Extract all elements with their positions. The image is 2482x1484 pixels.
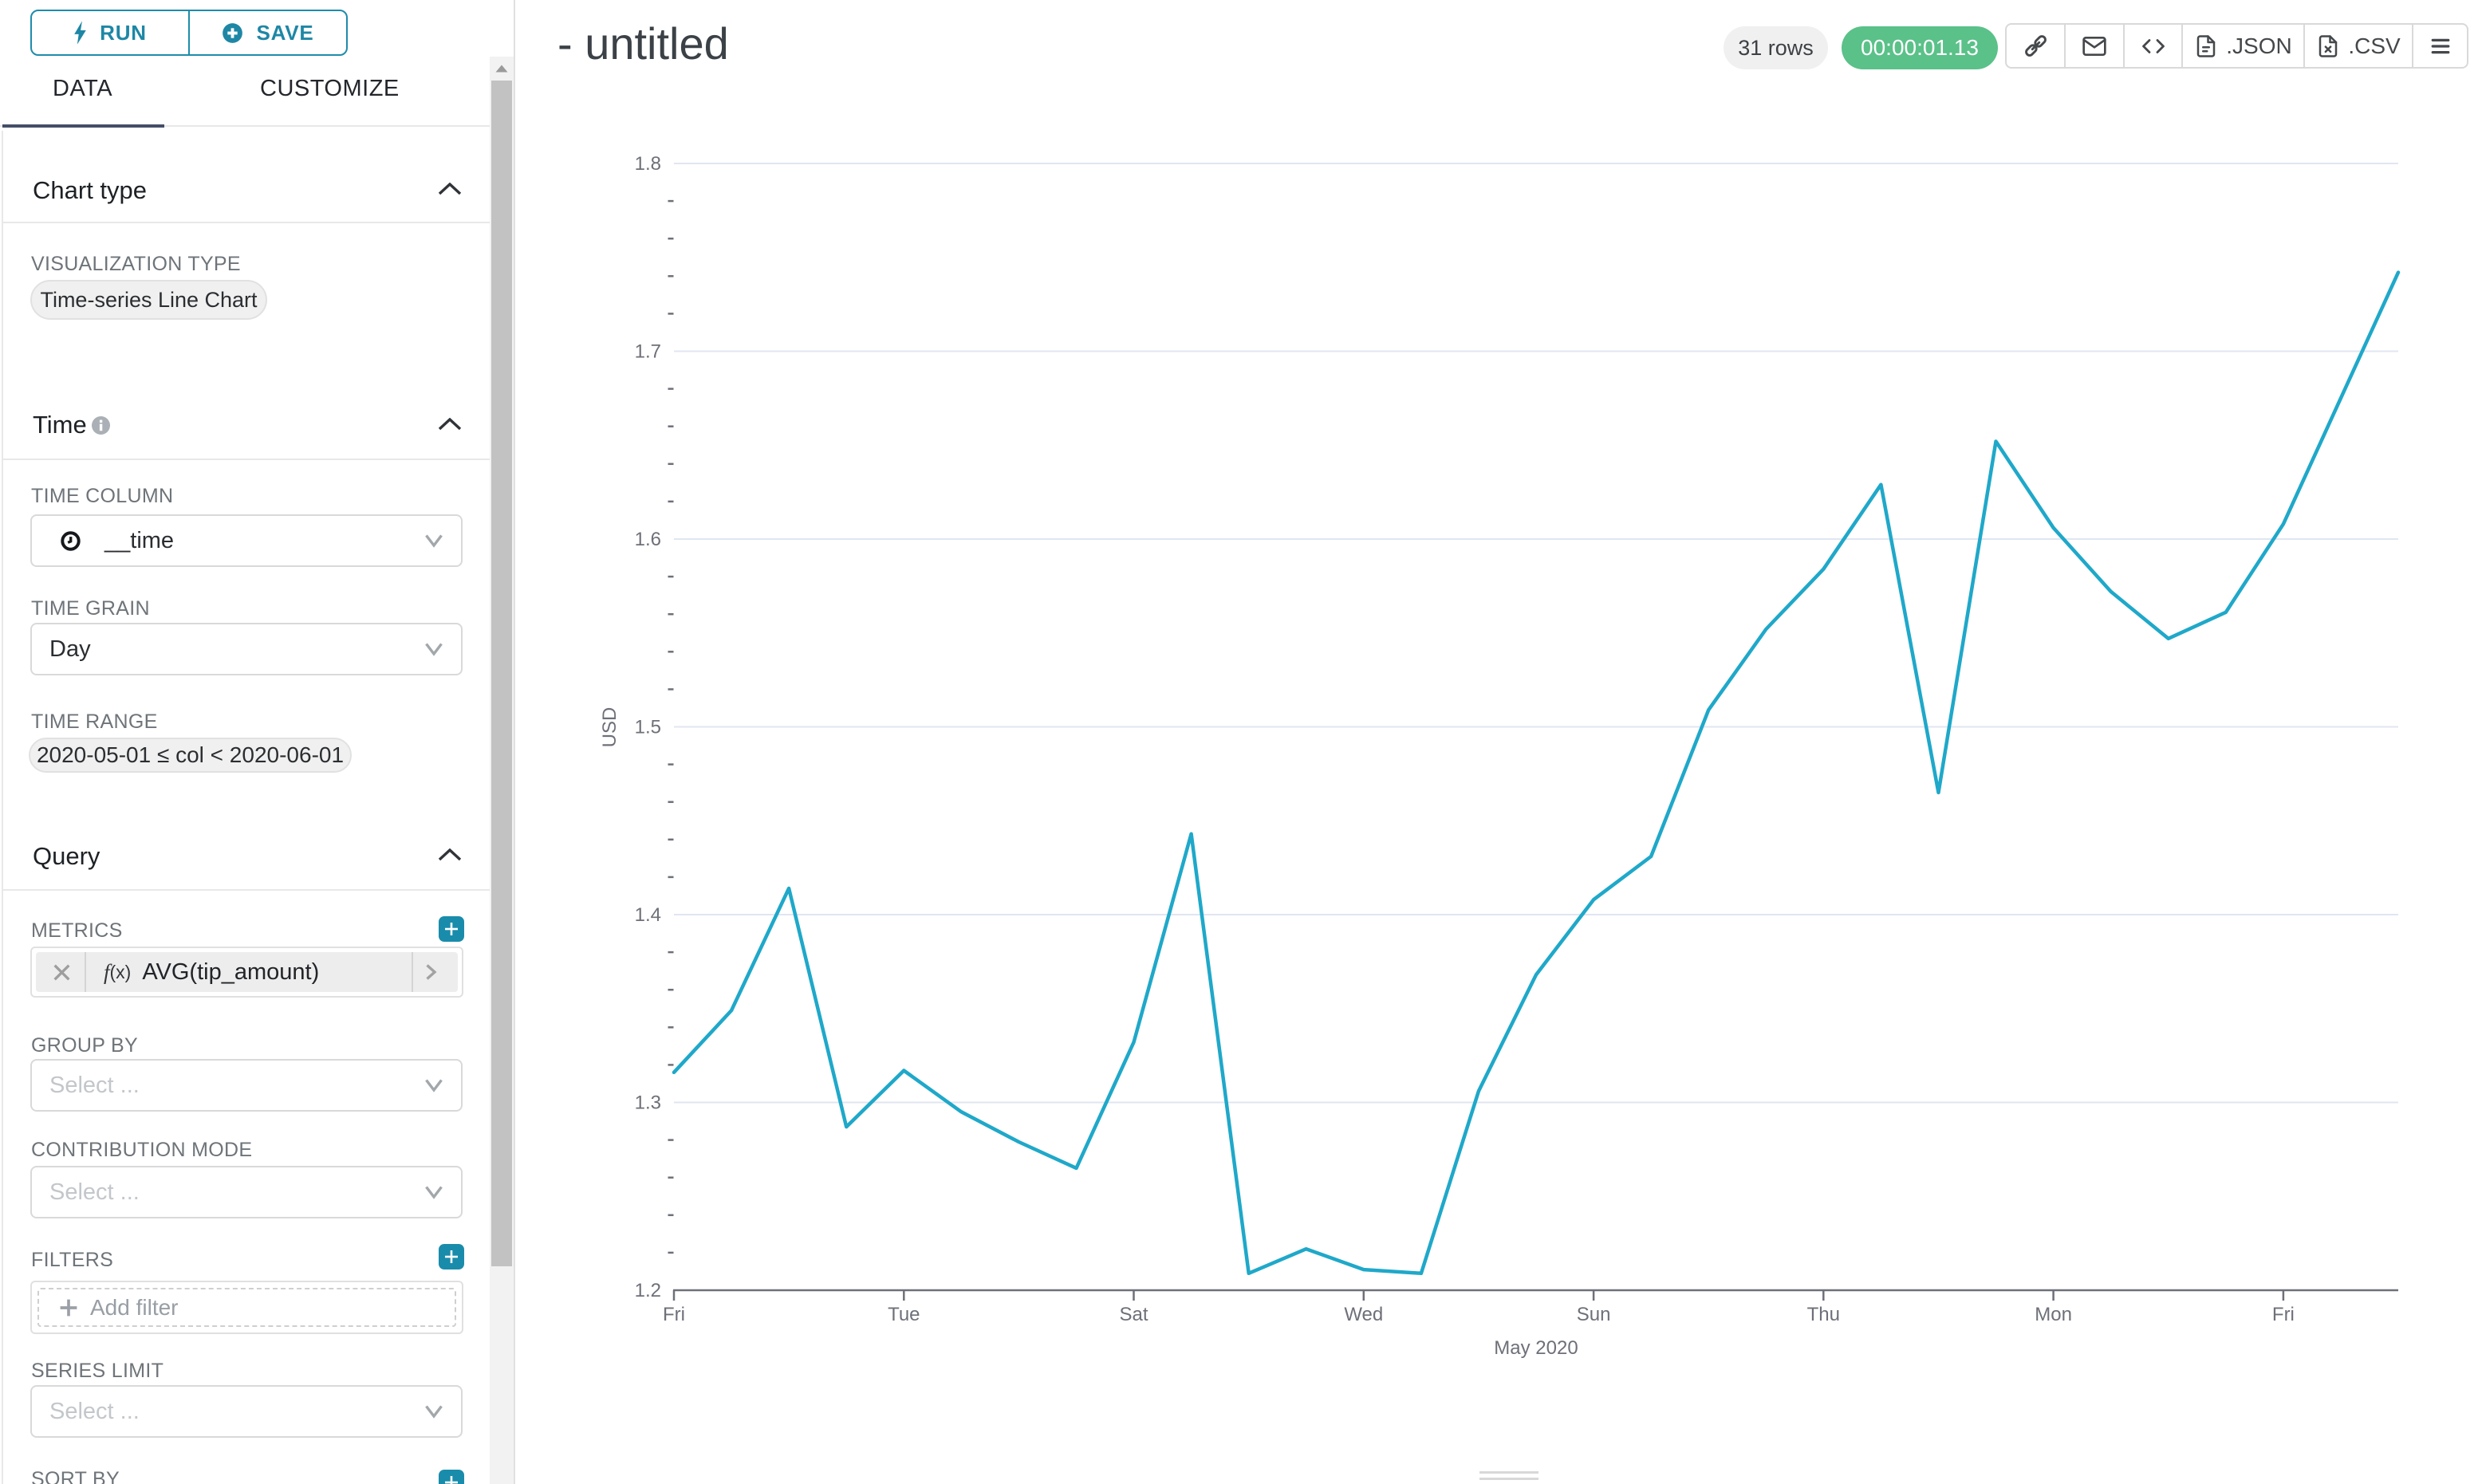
svg-text:Sun: Sun	[1577, 1304, 1611, 1325]
svg-text:Mon: Mon	[2035, 1304, 2072, 1325]
svg-text:1.5: 1.5	[635, 717, 661, 738]
svg-text:USD: USD	[599, 707, 620, 748]
svg-text:1.2: 1.2	[635, 1280, 661, 1301]
svg-text:1.6: 1.6	[635, 529, 661, 550]
svg-text:Tue: Tue	[888, 1304, 920, 1325]
svg-text:May 2020: May 2020	[1494, 1337, 1578, 1359]
svg-text:Wed: Wed	[1344, 1304, 1383, 1325]
svg-text:1.7: 1.7	[635, 341, 661, 363]
svg-text:1.4: 1.4	[635, 904, 661, 926]
svg-text:1.3: 1.3	[635, 1092, 661, 1114]
svg-text:Fri: Fri	[663, 1304, 685, 1325]
svg-text:Fri: Fri	[2272, 1304, 2295, 1325]
svg-text:1.8: 1.8	[635, 153, 661, 175]
svg-text:Sat: Sat	[1119, 1304, 1148, 1325]
svg-text:Thu: Thu	[1807, 1304, 1840, 1325]
